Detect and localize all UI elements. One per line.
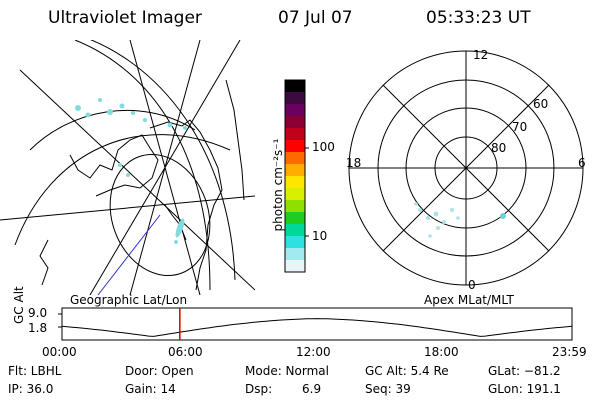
colorbar-band (285, 164, 305, 177)
altitude-ytick-9: 9.0 (28, 306, 48, 320)
geo-lat-arc-1 (29, 109, 196, 151)
altitude-xtick-0000: 00:00 (42, 345, 77, 359)
altitude-xtick-0600: 06:00 (168, 345, 203, 359)
image-title: Ultraviolet Imager (48, 8, 202, 28)
geo-coastline-2 (149, 119, 223, 291)
colorbar-band (285, 92, 305, 105)
colorbar-band (285, 188, 305, 201)
info-dsp: Dsp: (245, 382, 273, 396)
image-date: 07 Jul 07 (278, 8, 353, 28)
mlt-label-18: 18 (346, 156, 362, 170)
info-dsp-value: 6.9 (302, 382, 322, 396)
colorbar-band (285, 152, 305, 165)
altitude-xtick-2359: 23:59 (552, 345, 587, 359)
colorbar-tick-10: 10 (312, 229, 328, 243)
colorbar-band (285, 260, 305, 273)
colorbar-tick-100: 100 (312, 140, 335, 154)
geo-coastline-4 (39, 239, 49, 286)
colorbar-band (285, 128, 305, 141)
mlt-label-0: 0 (468, 278, 476, 292)
geo-limb (89, 40, 236, 281)
geo-pole-circle (109, 153, 211, 277)
info-door: Door: Open (125, 364, 194, 378)
info-glat: GLat: −81.2 (488, 364, 561, 378)
info-seq: Seq: 39 (365, 382, 411, 396)
colorbar-band (285, 200, 305, 213)
geo-meridian-5 (129, 40, 201, 295)
info-mode: Mode: Normal (245, 364, 329, 378)
info-gc-alt: GC Alt: 5.4 Re (365, 364, 449, 378)
geo-meridian-2 (19, 69, 255, 291)
info-flt: Flt: LBHL (8, 364, 62, 378)
geo-map-label: Geographic Lat/Lon (70, 293, 188, 307)
altitude-xtick-1200: 12:00 (296, 345, 331, 359)
colorbar-band (285, 104, 305, 117)
image-time: 05:33:23 UT (426, 8, 531, 28)
polar-plot-label: Apex MLat/MLT (424, 293, 514, 307)
altitude-ylabel: GC Alt (12, 286, 26, 324)
altitude-xtick-1800: 18:00 (424, 345, 459, 359)
geo-coastline-3 (225, 79, 245, 201)
info-gain: Gain: 14 (125, 382, 176, 396)
mlt-label-6: 6 (578, 156, 586, 170)
altitude-ytick-1-8: 1.8 (28, 321, 48, 335)
polar-diag-2 (382, 84, 550, 252)
colorbar-band (285, 116, 305, 129)
colorbar-band (285, 212, 305, 225)
colorbar-band (285, 80, 305, 93)
geo-coastline-1 (69, 134, 159, 197)
colorbar-band (285, 248, 305, 261)
mlat-label-80: 80 (491, 141, 507, 155)
mlat-label-70: 70 (512, 120, 528, 134)
mlt-label-12: 12 (473, 48, 489, 62)
mlat-label-60: 60 (533, 97, 549, 111)
info-ip: IP: 36.0 (8, 382, 54, 396)
altitude-curve (61, 318, 573, 337)
geo-coastline-5 (164, 204, 187, 241)
orbit-trace (97, 214, 161, 296)
aurora-emission-polar (414, 202, 506, 238)
info-glon: GLon: 191.1 (488, 382, 561, 396)
colorbar-band (285, 224, 305, 237)
colorbar-band (285, 176, 305, 189)
geo-meridian-1 (0, 195, 255, 221)
aurora-emission-geo (75, 98, 187, 244)
colorbar-band (285, 236, 305, 249)
colorbar-band (285, 140, 305, 153)
